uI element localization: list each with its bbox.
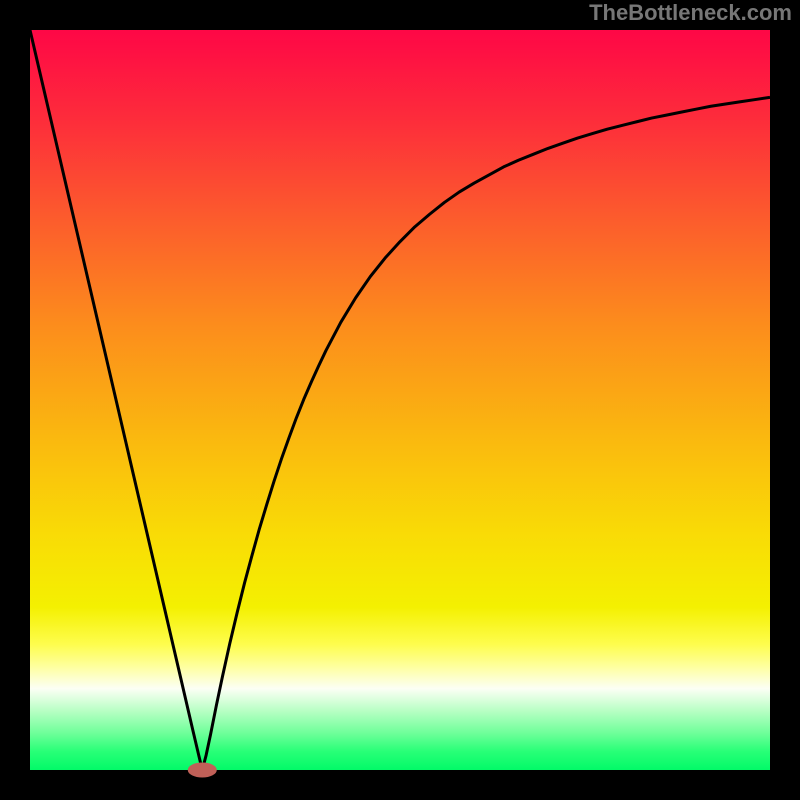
minimum-marker xyxy=(188,763,216,777)
chart-svg xyxy=(0,0,800,800)
chart-stage: TheBottleneck.com xyxy=(0,0,800,800)
watermark-text: TheBottleneck.com xyxy=(589,0,792,26)
plot-background xyxy=(30,30,770,770)
